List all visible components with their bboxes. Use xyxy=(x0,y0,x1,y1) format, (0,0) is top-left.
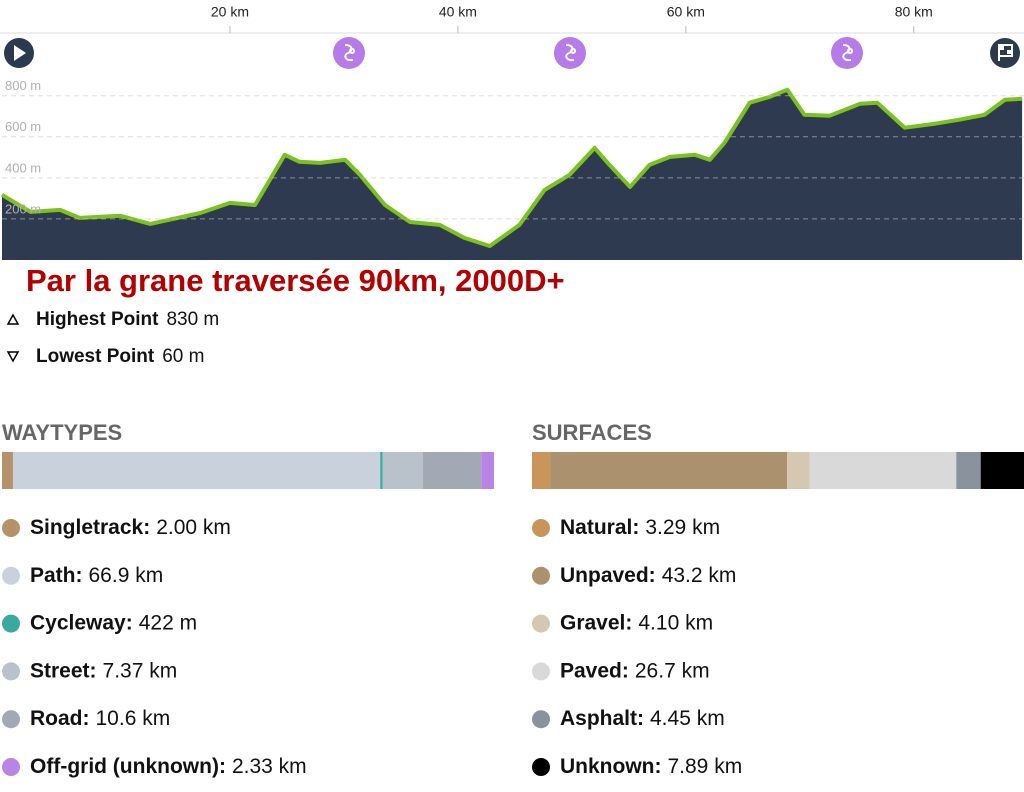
legend-entry: Unknown: 7.89 km xyxy=(560,755,742,778)
x-tick-label: 20 km xyxy=(211,4,249,20)
legend-value: 2.00 km xyxy=(156,516,231,539)
legend-dot xyxy=(532,614,550,633)
legend-value: 4.45 km xyxy=(650,707,725,730)
waypoint-icon[interactable] xyxy=(831,37,863,69)
legend-entry: Gravel: 4.10 km xyxy=(560,611,713,634)
legend-entry: Singletrack: 2.00 km xyxy=(30,516,231,539)
legend-value: 66.9 km xyxy=(89,563,164,586)
legend-name: Path: xyxy=(30,563,83,586)
legend-value: 4.10 km xyxy=(638,611,713,634)
x-tick-label: 60 km xyxy=(667,4,705,20)
legend-value: 26.7 km xyxy=(635,659,710,682)
bar-segment xyxy=(809,452,957,489)
bar-segment xyxy=(956,452,981,489)
area-fill xyxy=(2,89,1023,260)
legend-name: Singletrack: xyxy=(30,516,150,539)
x-tick-label: 40 km xyxy=(439,4,477,20)
y-tick-label: 800 m xyxy=(5,78,41,93)
legend-dot xyxy=(2,614,20,633)
legend-entry: Natural: 3.29 km xyxy=(560,516,720,539)
y-tick-label: 200 m xyxy=(5,201,41,216)
legend-entry: Street: 7.37 km xyxy=(30,659,177,682)
legend-entry: Road: 10.6 km xyxy=(30,707,170,730)
legend-dot xyxy=(2,758,20,776)
legend-name: Paved: xyxy=(560,659,629,682)
bar-segment xyxy=(787,452,810,489)
legend-dot xyxy=(532,710,550,729)
legend-name: Natural: xyxy=(560,516,639,539)
x-tick-label: 80 km xyxy=(895,4,933,20)
stat-label: Lowest Point xyxy=(36,346,155,367)
legend-value: 43.2 km xyxy=(662,563,737,586)
bar-segment xyxy=(12,452,381,489)
plot: 200 m 400 m 600 m 800 m xyxy=(0,78,1024,260)
legend-entry: Paved: 26.7 km xyxy=(560,659,710,682)
y-tick-label: 600 m xyxy=(5,119,41,134)
legend-name: Off-grid (unknown): xyxy=(30,755,226,778)
legend-value: 10.6 km xyxy=(96,707,171,730)
bar-segment xyxy=(2,452,13,489)
legend-name: Unknown: xyxy=(560,755,661,778)
bar-segment xyxy=(980,452,1024,489)
legend-dot xyxy=(532,662,550,681)
waypoint-icon[interactable] xyxy=(554,37,586,69)
legend-name: Unpaved: xyxy=(560,563,656,586)
stat: Lowest Point 60 m xyxy=(36,346,204,367)
legend-dot xyxy=(532,519,550,537)
bar-segment xyxy=(481,452,494,489)
legend-entry: Off-grid (unknown): 2.33 km xyxy=(30,755,307,778)
legend-dot xyxy=(2,710,20,729)
legend-value: 7.37 km xyxy=(103,659,178,682)
bar-segment xyxy=(380,452,383,489)
waypoint-icon[interactable] xyxy=(333,37,365,69)
legend-entry: Cycleway: 422 m xyxy=(30,611,197,634)
legend-name: Street: xyxy=(30,659,97,682)
legend-value: 2.33 km xyxy=(232,755,307,778)
legend-name: Road: xyxy=(30,707,90,730)
route-title: Par la grane traversée 90km, 2000D+ xyxy=(26,263,565,298)
down-icon xyxy=(6,351,20,363)
legend-entry: Asphalt: 4.45 km xyxy=(560,707,725,730)
legend-dot xyxy=(532,566,550,585)
up-icon xyxy=(6,313,20,325)
section-heading: WAYTYPES xyxy=(2,420,122,445)
legend-value: 3.29 km xyxy=(645,516,720,539)
legend-entry: Unpaved: 43.2 km xyxy=(560,563,736,586)
section-heading: SURFACES xyxy=(532,420,652,445)
legend-dot xyxy=(2,519,20,537)
stat-value: 830 m xyxy=(166,309,219,330)
bar-segment xyxy=(550,452,788,489)
legend-name: Gravel: xyxy=(560,611,632,634)
bar-segment xyxy=(423,452,482,489)
legend-dot xyxy=(532,758,550,776)
legend-name: Asphalt: xyxy=(560,707,644,730)
legend-entry: Path: 66.9 km xyxy=(30,563,163,586)
bar-segment xyxy=(532,452,551,489)
legend-dot xyxy=(2,662,20,681)
stat-value: 60 m xyxy=(162,346,204,367)
stat: Highest Point 830 m xyxy=(36,309,219,330)
legend-value: 422 m xyxy=(139,611,197,634)
stat-label: Highest Point xyxy=(36,309,159,330)
legend-name: Cycleway: xyxy=(30,611,133,634)
elevation-line xyxy=(0,87,1023,248)
legend-dot xyxy=(2,566,20,585)
legend-value: 7.89 km xyxy=(667,755,742,778)
finish-icon xyxy=(990,38,1020,68)
y-tick-label: 400 m xyxy=(5,160,41,175)
bar-segment xyxy=(382,452,424,489)
start-icon xyxy=(4,38,34,68)
